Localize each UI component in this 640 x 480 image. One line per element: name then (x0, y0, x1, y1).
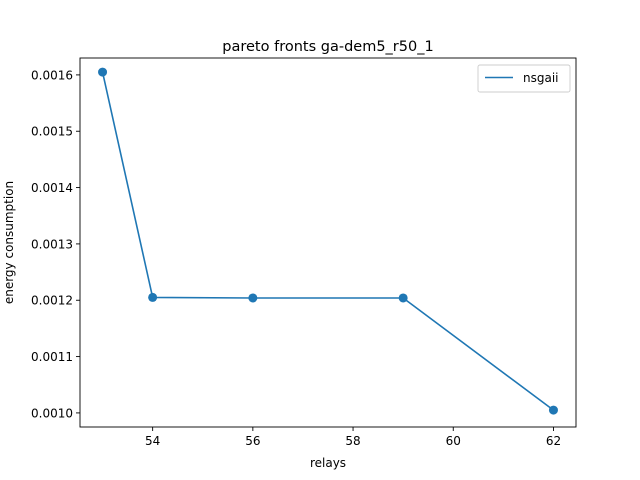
y-tick-label: 0.0015 (31, 125, 73, 139)
chart-title: pareto fronts ga-dem5_r50_1 (222, 39, 433, 55)
legend-label-nsgaii: nsgaii (523, 71, 559, 85)
x-axis-label: relays (310, 456, 346, 470)
y-tick-label: 0.0011 (31, 350, 73, 364)
x-tick-label: 60 (446, 434, 461, 448)
plot-frame (79, 57, 577, 428)
legend: nsgaii (477, 64, 571, 93)
x-tick-label: 62 (546, 434, 561, 448)
y-tick-label: 0.0012 (31, 294, 73, 308)
x-tick-label: 58 (345, 434, 360, 448)
y-tick-label: 0.0014 (31, 181, 73, 195)
data-point (98, 67, 108, 77)
series-layer (98, 67, 558, 415)
data-point (548, 405, 558, 415)
legend-box (477, 64, 571, 93)
x-tick-label: 54 (145, 434, 160, 448)
data-point (398, 293, 408, 303)
axis-ticks: 54 56 58 60 62 0.0010 0.0011 0.0012 0.0013 0.0014… (31, 68, 561, 448)
y-axis-label: energy consumption (2, 181, 16, 304)
y-tick-label: 0.0016 (31, 68, 73, 82)
data-point (248, 293, 258, 303)
data-point (148, 292, 158, 302)
y-tick-label: 0.0013 (31, 237, 73, 251)
y-tick-label: 0.0010 (31, 406, 73, 420)
x-tick-label: 56 (245, 434, 260, 448)
